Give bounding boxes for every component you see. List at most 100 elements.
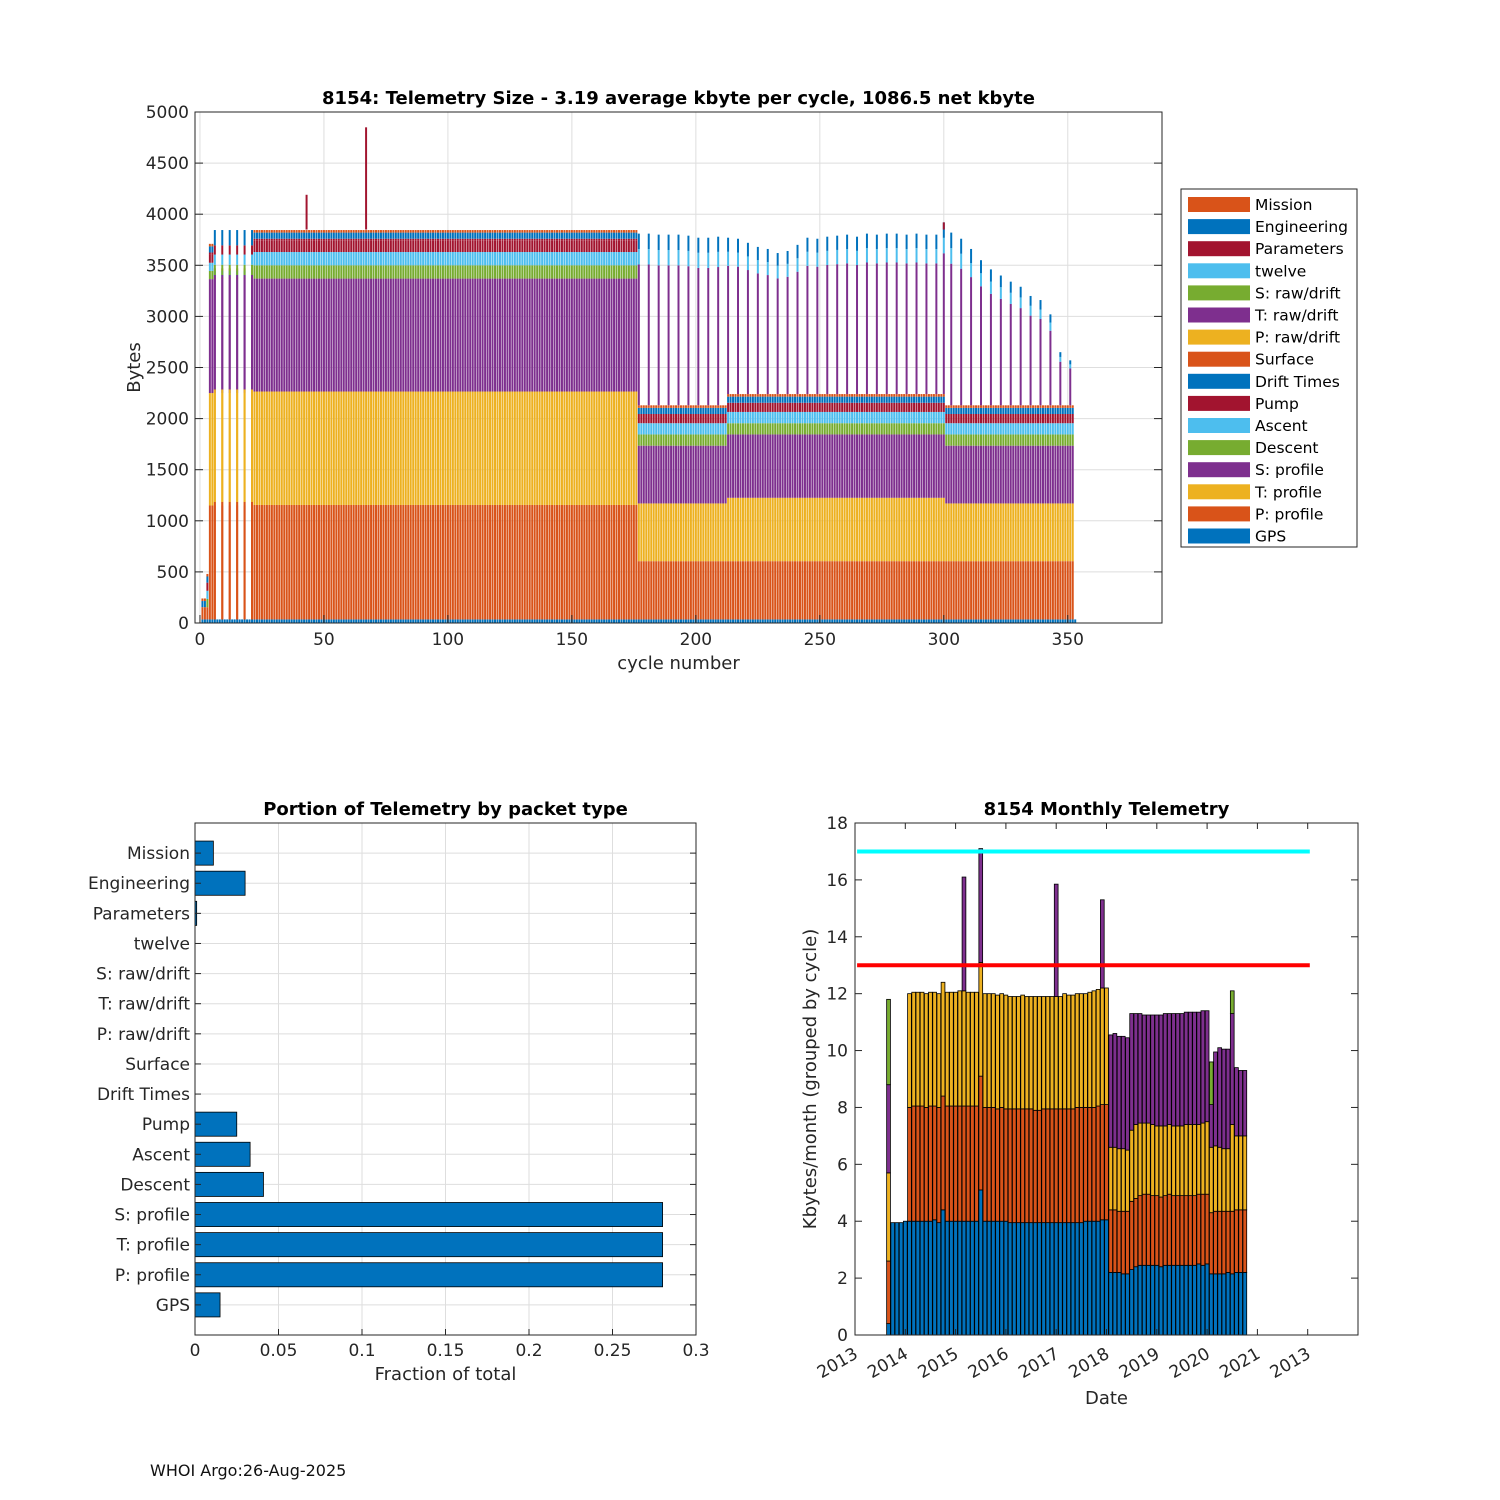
bar-segment [952,561,955,620]
bar-segment [945,423,948,435]
bar-segment [1061,503,1064,562]
bar-segment [645,619,648,623]
bar-segment [806,237,809,252]
bar-segment [801,402,804,412]
bar-segment [756,497,759,562]
bar-segment [293,278,296,392]
bar-segment [253,252,256,266]
bar-segment [650,619,653,623]
bar-segment [1037,414,1040,424]
category-label: GPS [156,1296,190,1316]
bar-segment [1017,445,1020,504]
bar-segment [888,434,891,498]
monthly-bar-segment [1200,1010,1206,1124]
bar-segment [451,240,454,253]
monthly-bar-segment [919,1105,925,1222]
bar-segment [568,238,571,241]
bar-segment [484,391,487,505]
bar-segment [496,278,499,392]
bar-segment [546,278,549,392]
bar-segment [355,265,358,279]
bar-segment [744,394,747,397]
monthly-bar-segment [1141,1014,1147,1124]
monthly-bar-segment [886,1260,891,1325]
x-tick-label: 2016 [965,1344,1012,1383]
bar-segment [543,240,546,253]
bar-segment [330,232,333,239]
category-label: T: profile [116,1236,190,1256]
bar-segment [578,240,581,253]
bar-segment [756,423,759,435]
monthly-bar-segment [1116,1035,1122,1150]
bar-segment [739,497,742,562]
monthly-bar-segment [1129,1200,1134,1270]
bar-segment [536,240,539,253]
bar-segment [947,561,950,620]
bar-segment [449,504,452,620]
bar-segment [365,230,368,233]
bar-segment [1049,405,1052,408]
bar-segment [816,252,819,267]
bar-segment [300,240,303,253]
bar-segment [481,238,484,241]
bar-segment [536,391,539,505]
bar-segment [984,407,987,415]
bar-segment [838,396,841,403]
bar-segment [858,394,861,397]
bar-segment [1024,503,1027,562]
bar-segment [816,423,819,435]
bar-segment [766,561,769,620]
bar-segment [313,265,316,279]
bar-segment [856,396,859,403]
bar-segment [650,407,653,415]
bar-segment [1014,619,1017,623]
bar-segment [454,252,457,266]
bar-segment [419,278,422,392]
bar-segment [645,407,648,415]
bar-segment [313,278,316,392]
bar-segment [342,504,345,620]
bar-segment [722,407,725,415]
bar-segment [945,405,948,408]
bar-segment [984,434,987,446]
bar-segment [551,504,554,620]
bar-segment [454,232,457,239]
bar-segment [955,445,958,504]
bar-segment [583,230,586,233]
bar-segment [518,232,521,239]
bar-segment [925,396,928,403]
bar-segment [322,504,325,620]
bar-segment [1049,434,1052,446]
bar-segment [303,240,306,253]
monthly-bar-segment [999,993,1004,1108]
bar-segment [444,265,447,279]
bar-segment [551,238,554,241]
bar-segment [360,265,363,279]
bar-segment [838,497,841,562]
bar-segment [975,445,978,504]
bar-segment [774,394,777,397]
bar-segment [764,561,767,620]
bar-segment [885,402,888,412]
bar-segment [568,240,571,253]
bar-segment [268,252,271,266]
bar-segment [523,252,526,266]
fraction-bar [194,1202,664,1227]
bar-segment [875,396,878,403]
bar-segment [831,561,834,620]
monthly-bar-segment [1221,1148,1227,1212]
footer-text: WHOI Argo:26-Aug-2025 [150,1461,347,1480]
bar-segment [590,252,593,266]
bar-segment [479,252,482,266]
bar-segment [531,391,534,505]
bar-segment [987,434,990,446]
bar-segment [667,619,670,623]
bar-segment [962,407,965,415]
bar-segment [337,265,340,279]
bar-segment [451,252,454,266]
bar-segment [823,434,826,498]
bar-segment [895,394,898,397]
bar-segment [1007,561,1010,620]
bar-segment [927,411,930,424]
bar-segment [620,391,623,505]
